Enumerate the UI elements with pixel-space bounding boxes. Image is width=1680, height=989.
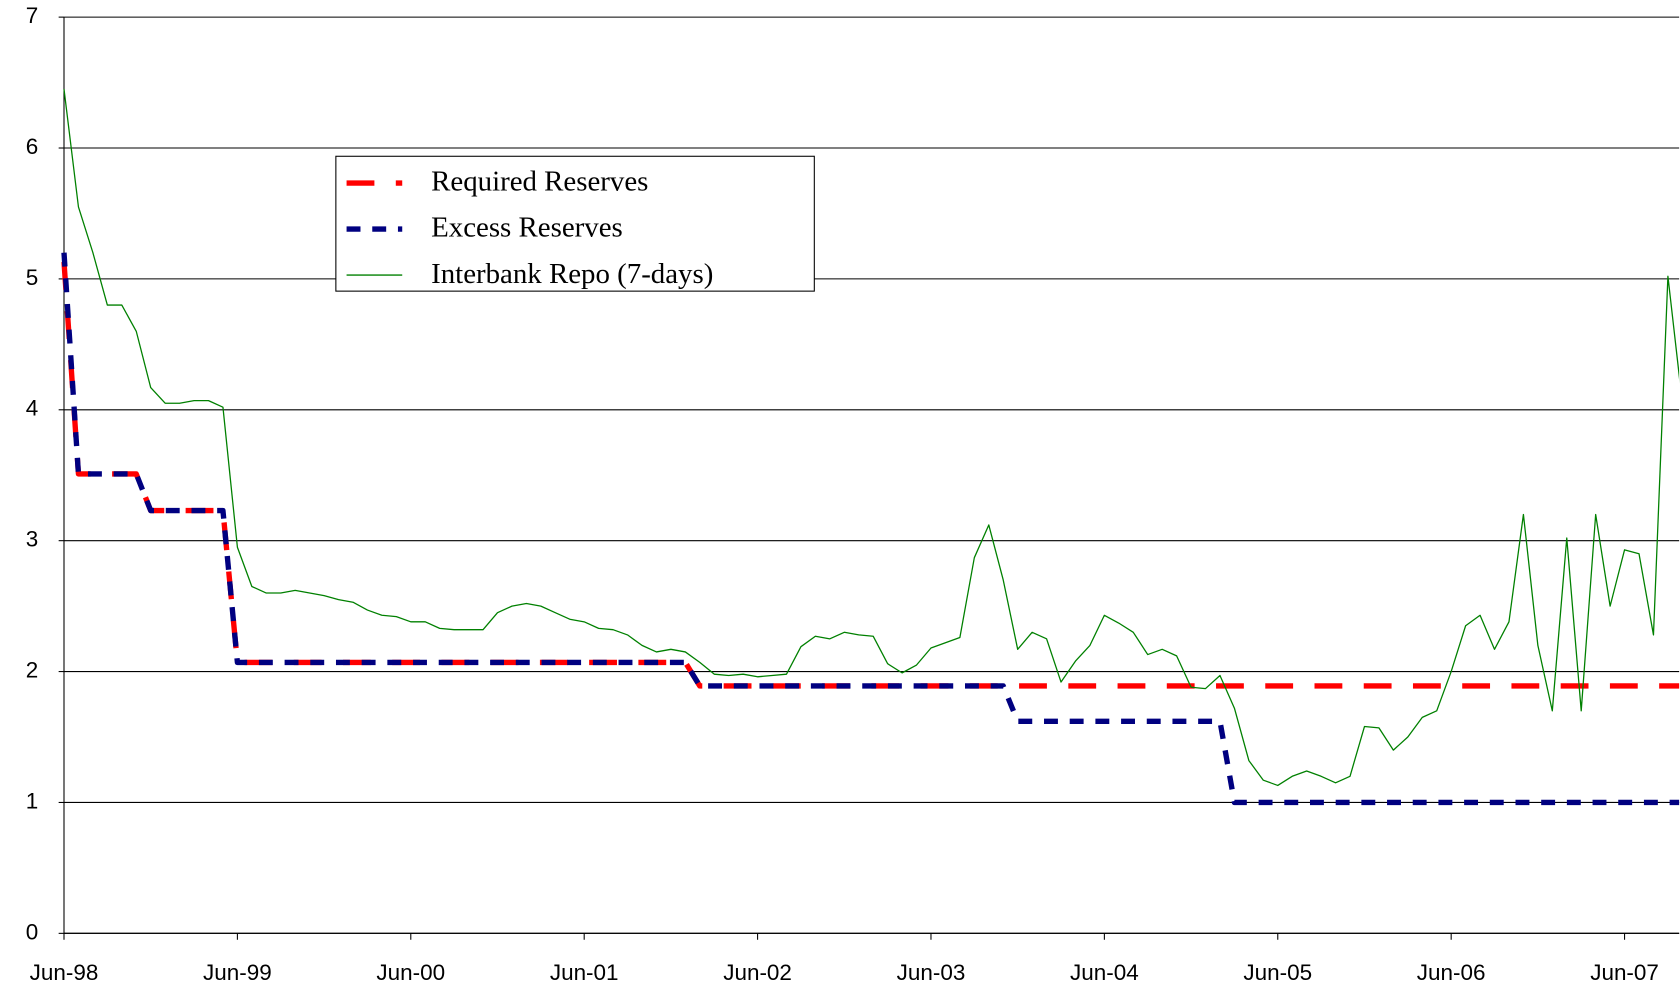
legend-label: Required Reserves: [431, 166, 648, 198]
y-tick-label: 0: [26, 919, 39, 944]
x-tick-label: Jun-07: [1590, 960, 1659, 985]
legend-label: Interbank Repo (7-days): [431, 258, 713, 290]
y-tick-label: 6: [26, 134, 39, 159]
x-tick-label: Jun-04: [1070, 960, 1139, 985]
x-tick-label: Jun-01: [550, 960, 619, 985]
x-tick-label: Jun-06: [1417, 960, 1486, 985]
y-tick-label: 1: [26, 788, 39, 813]
y-tick-label: 5: [26, 265, 39, 290]
x-tick-label: Jun-05: [1243, 960, 1312, 985]
legend-box: [335, 155, 815, 292]
x-tick-label: Jun-99: [203, 960, 272, 985]
series-line: [61, 261, 1680, 689]
x-tick-label: Jun-03: [897, 960, 966, 985]
y-tick-label: 4: [26, 396, 39, 421]
plot-area: [61, 89, 1680, 806]
series-line: [61, 252, 1680, 806]
y-tick-label: 3: [26, 527, 39, 552]
series-line: [63, 89, 1680, 787]
axes: 0 1 2 3 4 5 6 7 Jun-98 Jun-99 Jun-00 Jun-01 Jun-02 Ju…: [26, 3, 1680, 985]
legend: Required Reserves Excess Reserves Interban…: [335, 155, 815, 292]
x-tick-label: Jun-00: [376, 960, 445, 985]
y-tick-label: 7: [26, 3, 39, 28]
grid: [63, 16, 1680, 934]
legend-label: Excess Reserves: [431, 212, 623, 244]
y-tick-label: 2: [26, 658, 39, 683]
x-tick-label: Jun-02: [723, 960, 792, 985]
x-tick-label: Jun-98: [30, 960, 99, 985]
